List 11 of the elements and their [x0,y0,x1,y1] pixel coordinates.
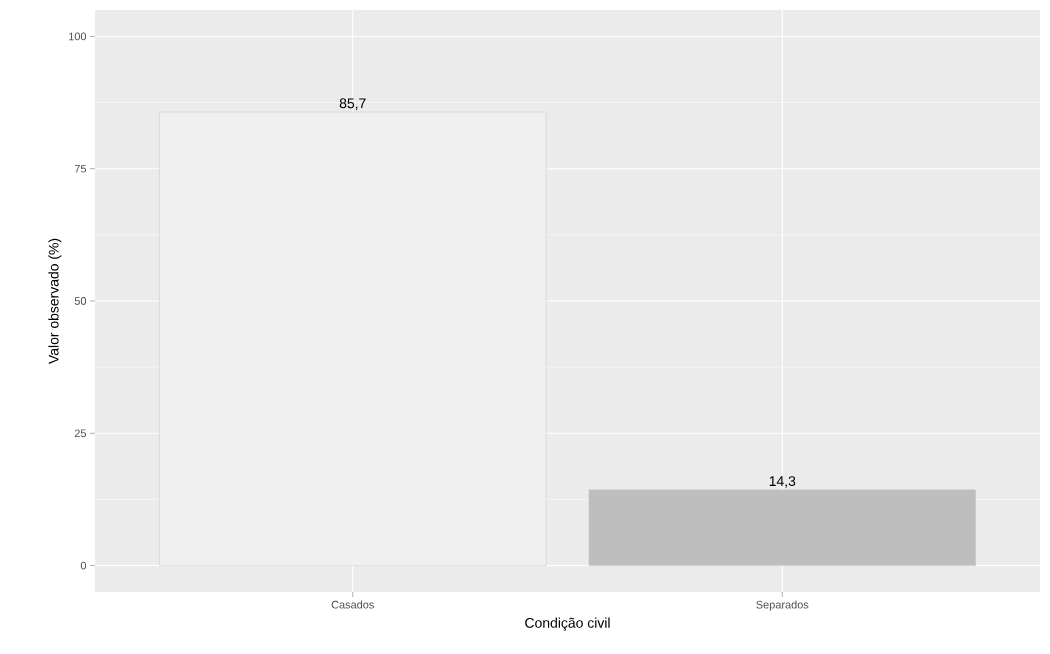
y-tick-label: 75 [74,164,87,173]
data-label: 85,7 [339,98,366,110]
y-tick-label: 50 [74,297,87,305]
y-axis-title: Valor observado (%) [48,238,62,364]
y-tick-label: 0 [80,561,87,570]
x-axis-title: Condição civil [525,617,610,631]
x-tick-label: Separados [756,600,809,611]
y-tick-label: 25 [74,429,87,438]
y-tick-label: 100 [69,32,87,41]
x-tick-label: Casados [331,600,374,609]
data-label: 14,3 [769,476,796,488]
